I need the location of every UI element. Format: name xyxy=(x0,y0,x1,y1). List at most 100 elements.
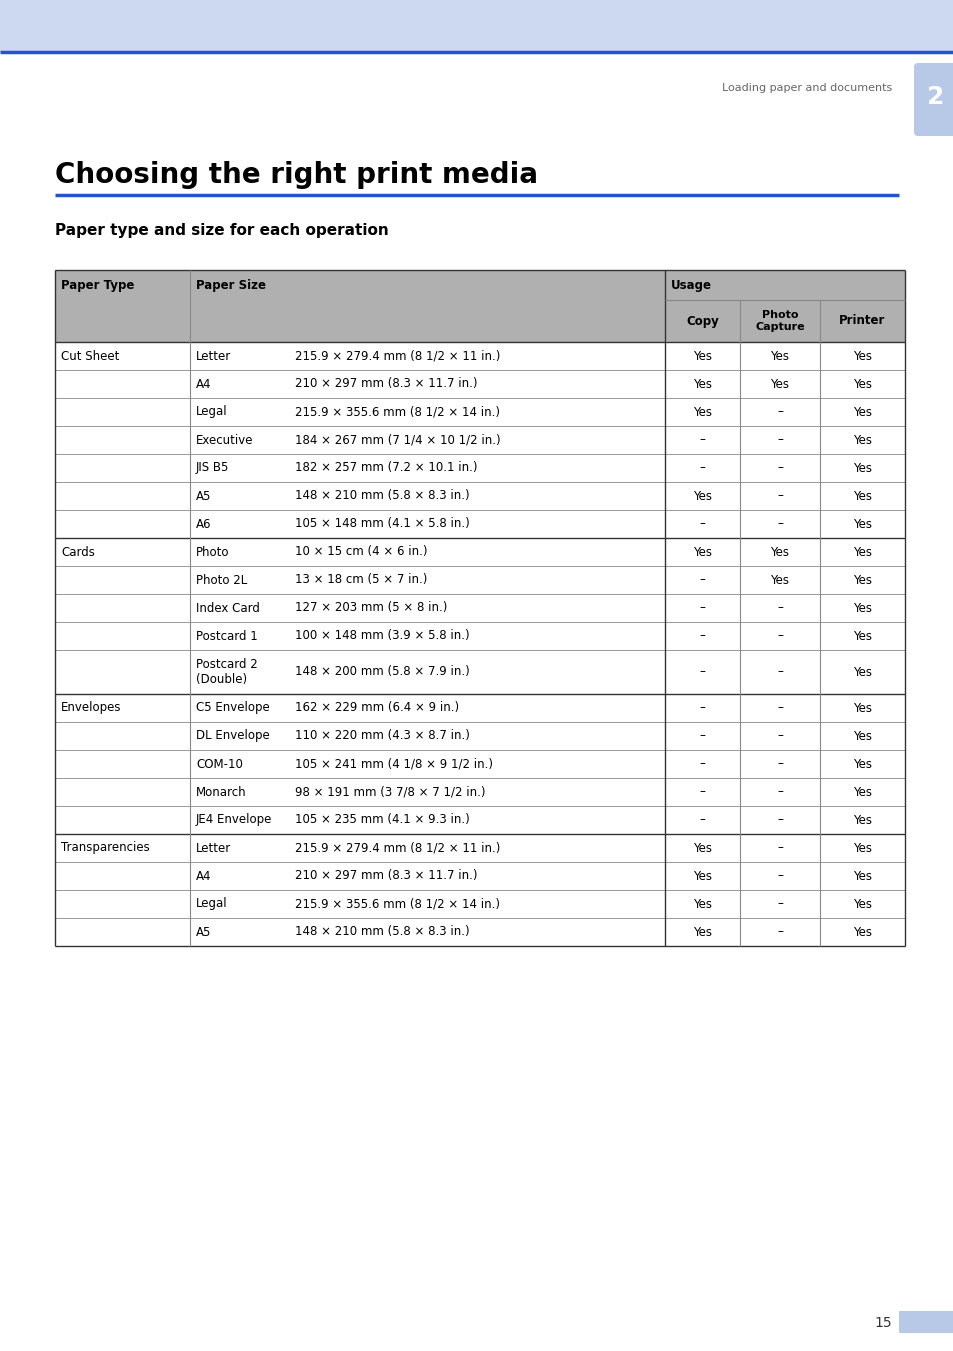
Text: Yes: Yes xyxy=(852,350,871,362)
Text: Yes: Yes xyxy=(692,546,711,558)
Bar xyxy=(0,0,953,51)
Text: –: – xyxy=(777,489,782,503)
Text: Letter: Letter xyxy=(195,842,231,854)
Text: Copy: Copy xyxy=(685,315,719,327)
Text: COM-10: COM-10 xyxy=(195,758,243,770)
Text: –: – xyxy=(777,842,782,854)
Text: Executive: Executive xyxy=(195,434,253,446)
Text: 215.9 × 279.4 mm (8 1/2 × 11 in.): 215.9 × 279.4 mm (8 1/2 × 11 in.) xyxy=(294,842,500,854)
Text: Cards: Cards xyxy=(61,546,94,558)
Text: 148 × 200 mm (5.8 × 7.9 in.): 148 × 200 mm (5.8 × 7.9 in.) xyxy=(294,666,469,678)
Text: Yes: Yes xyxy=(852,842,871,854)
Text: Yes: Yes xyxy=(692,377,711,390)
Text: JE4 Envelope: JE4 Envelope xyxy=(195,813,273,827)
Text: Yes: Yes xyxy=(852,601,871,615)
Text: Yes: Yes xyxy=(852,405,871,419)
Text: Yes: Yes xyxy=(852,434,871,446)
Text: Photo 2L: Photo 2L xyxy=(195,574,247,586)
Text: Photo
Capture: Photo Capture xyxy=(755,311,804,331)
Text: Paper Type: Paper Type xyxy=(61,278,134,292)
Text: A4: A4 xyxy=(195,377,212,390)
Text: 105 × 235 mm (4.1 × 9.3 in.): 105 × 235 mm (4.1 × 9.3 in.) xyxy=(294,813,469,827)
Text: Photo: Photo xyxy=(195,546,230,558)
Text: A4: A4 xyxy=(195,870,212,882)
Text: 110 × 220 mm (4.3 × 8.7 in.): 110 × 220 mm (4.3 × 8.7 in.) xyxy=(294,730,470,743)
Text: –: – xyxy=(777,630,782,643)
Text: –: – xyxy=(777,870,782,882)
Text: Yes: Yes xyxy=(692,870,711,882)
Text: 15: 15 xyxy=(874,1316,891,1329)
Text: Yes: Yes xyxy=(852,517,871,531)
Bar xyxy=(664,270,904,342)
Text: C5 Envelope: C5 Envelope xyxy=(195,701,270,715)
Text: Paper Size: Paper Size xyxy=(195,278,266,292)
Text: 105 × 148 mm (4.1 × 5.8 in.): 105 × 148 mm (4.1 × 5.8 in.) xyxy=(294,517,469,531)
Text: –: – xyxy=(699,730,704,743)
Text: A5: A5 xyxy=(195,489,212,503)
Text: Yes: Yes xyxy=(852,785,871,798)
Text: 182 × 257 mm (7.2 × 10.1 in.): 182 × 257 mm (7.2 × 10.1 in.) xyxy=(294,462,477,474)
Text: 127 × 203 mm (5 × 8 in.): 127 × 203 mm (5 × 8 in.) xyxy=(294,601,447,615)
Text: 162 × 229 mm (6.4 × 9 in.): 162 × 229 mm (6.4 × 9 in.) xyxy=(294,701,458,715)
Text: Yes: Yes xyxy=(852,897,871,911)
Text: Yes: Yes xyxy=(770,350,789,362)
Text: A6: A6 xyxy=(195,517,212,531)
Text: –: – xyxy=(699,517,704,531)
Text: –: – xyxy=(699,785,704,798)
Text: –: – xyxy=(777,813,782,827)
Text: Yes: Yes xyxy=(852,870,871,882)
Text: Yes: Yes xyxy=(770,546,789,558)
Text: Yes: Yes xyxy=(692,842,711,854)
Text: Yes: Yes xyxy=(852,574,871,586)
Text: –: – xyxy=(777,730,782,743)
Text: 148 × 210 mm (5.8 × 8.3 in.): 148 × 210 mm (5.8 × 8.3 in.) xyxy=(294,489,469,503)
Text: 105 × 241 mm (4 1/8 × 9 1/2 in.): 105 × 241 mm (4 1/8 × 9 1/2 in.) xyxy=(294,758,493,770)
Text: Transparencies: Transparencies xyxy=(61,842,150,854)
Text: –: – xyxy=(699,758,704,770)
Text: Monarch: Monarch xyxy=(195,785,247,798)
Text: –: – xyxy=(777,434,782,446)
Text: Printer: Printer xyxy=(839,315,884,327)
Text: 215.9 × 279.4 mm (8 1/2 × 11 in.): 215.9 × 279.4 mm (8 1/2 × 11 in.) xyxy=(294,350,500,362)
Text: Yes: Yes xyxy=(852,813,871,827)
Text: 210 × 297 mm (8.3 × 11.7 in.): 210 × 297 mm (8.3 × 11.7 in.) xyxy=(294,377,477,390)
Text: Yes: Yes xyxy=(852,462,871,474)
FancyBboxPatch shape xyxy=(913,63,953,136)
Text: Loading paper and documents: Loading paper and documents xyxy=(721,82,891,93)
Text: DL Envelope: DL Envelope xyxy=(195,730,270,743)
Text: Yes: Yes xyxy=(692,925,711,939)
Text: –: – xyxy=(699,630,704,643)
Text: Usage: Usage xyxy=(670,278,711,292)
Text: Yes: Yes xyxy=(692,405,711,419)
Text: JIS B5: JIS B5 xyxy=(195,462,229,474)
Text: 210 × 297 mm (8.3 × 11.7 in.): 210 × 297 mm (8.3 × 11.7 in.) xyxy=(294,870,477,882)
Bar xyxy=(55,270,664,342)
Text: –: – xyxy=(777,666,782,678)
Text: –: – xyxy=(777,897,782,911)
Text: –: – xyxy=(777,462,782,474)
Text: 215.9 × 355.6 mm (8 1/2 × 14 in.): 215.9 × 355.6 mm (8 1/2 × 14 in.) xyxy=(294,897,499,911)
Text: Yes: Yes xyxy=(852,758,871,770)
Text: Postcard 2
(Double): Postcard 2 (Double) xyxy=(195,658,257,686)
Text: Cut Sheet: Cut Sheet xyxy=(61,350,119,362)
Text: Paper type and size for each operation: Paper type and size for each operation xyxy=(55,223,388,238)
Text: 184 × 267 mm (7 1/4 × 10 1/2 in.): 184 × 267 mm (7 1/4 × 10 1/2 in.) xyxy=(294,434,500,446)
Text: –: – xyxy=(777,925,782,939)
Text: –: – xyxy=(699,574,704,586)
Text: Yes: Yes xyxy=(852,701,871,715)
Text: Legal: Legal xyxy=(195,405,228,419)
Text: Yes: Yes xyxy=(852,730,871,743)
Text: –: – xyxy=(699,666,704,678)
Text: Yes: Yes xyxy=(770,377,789,390)
Text: Index Card: Index Card xyxy=(195,601,259,615)
Text: –: – xyxy=(777,758,782,770)
Text: Yes: Yes xyxy=(692,350,711,362)
Text: Yes: Yes xyxy=(852,630,871,643)
Bar xyxy=(898,1310,953,1333)
Text: Letter: Letter xyxy=(195,350,231,362)
Text: Postcard 1: Postcard 1 xyxy=(195,630,257,643)
Text: A5: A5 xyxy=(195,925,212,939)
Text: Envelopes: Envelopes xyxy=(61,701,121,715)
Text: Yes: Yes xyxy=(852,489,871,503)
Text: 215.9 × 355.6 mm (8 1/2 × 14 in.): 215.9 × 355.6 mm (8 1/2 × 14 in.) xyxy=(294,405,499,419)
